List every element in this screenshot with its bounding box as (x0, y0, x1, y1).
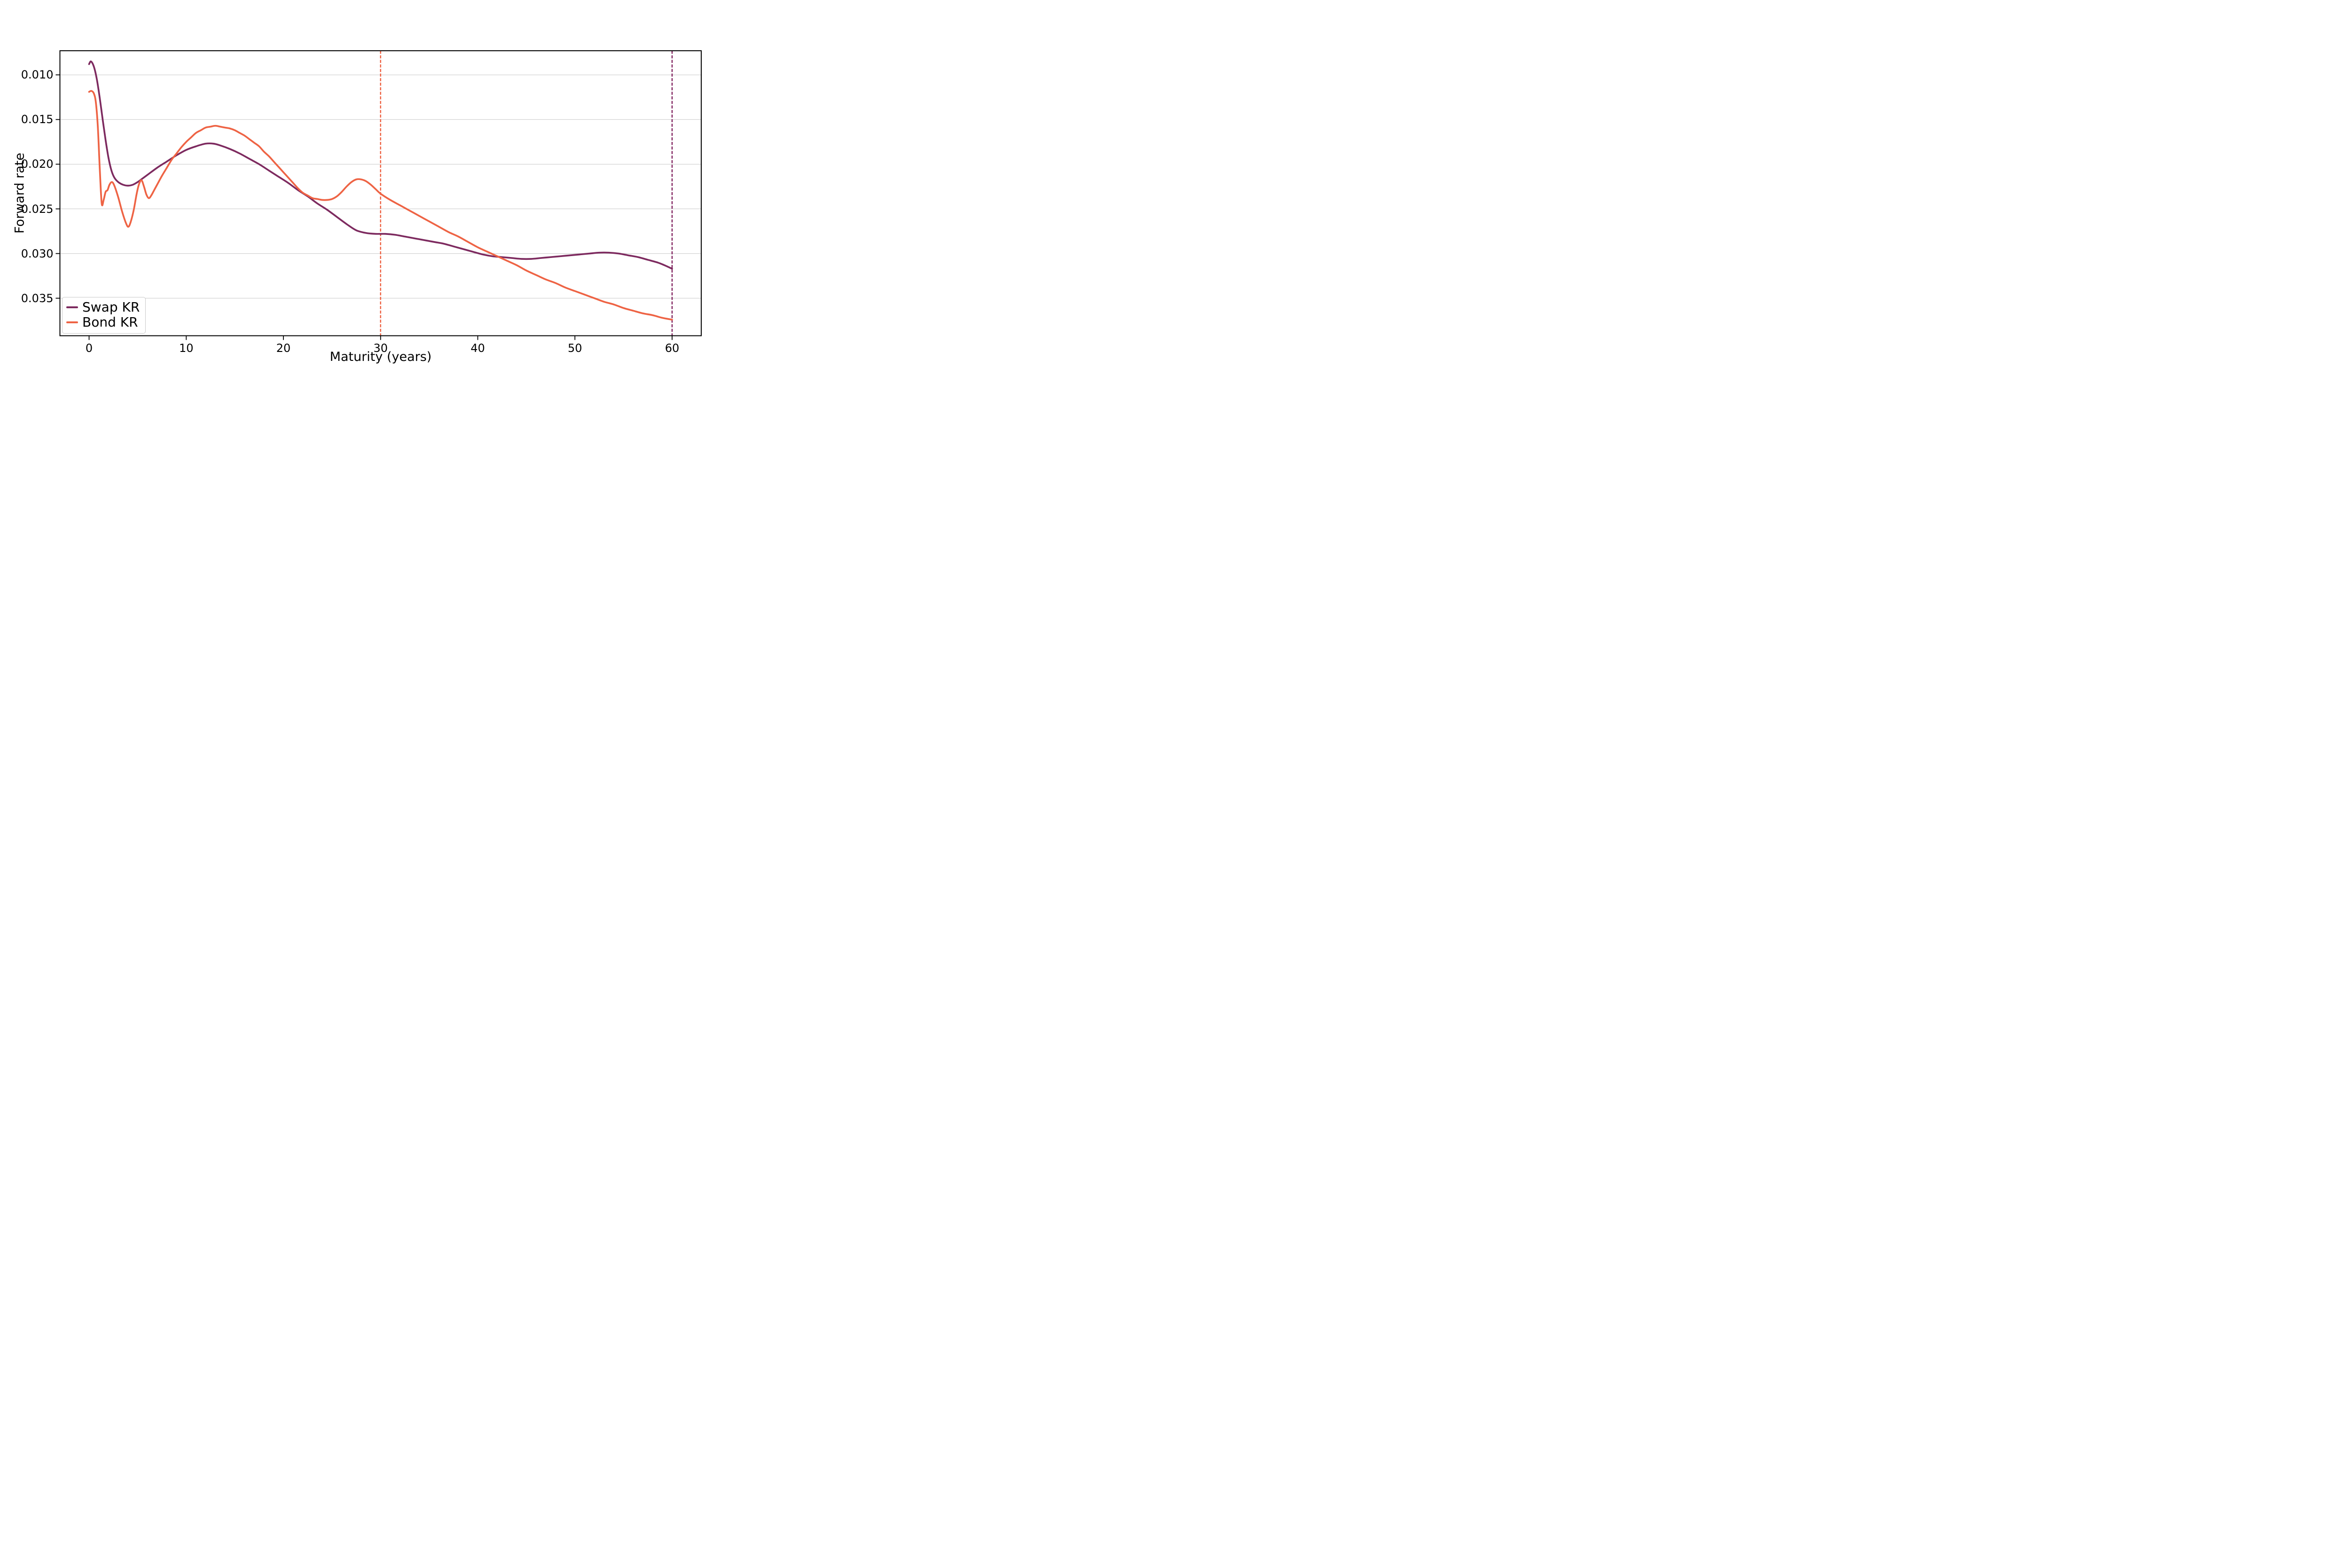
plot-area-svg (55, 50, 702, 340)
legend-label-bond-kr: Bond KR (82, 314, 138, 330)
x-tick-label: 50 (567, 341, 582, 355)
x-tick-label: 40 (470, 341, 485, 355)
x-tick-label: 10 (179, 341, 194, 355)
bond-kr-line-swatch (66, 321, 78, 324)
legend-label-swap-kr: Swap KR (82, 299, 140, 315)
legend-item-bond-kr: Bond KR (66, 315, 141, 330)
y-tick-label: 0.035 (21, 291, 54, 305)
y-tick-label: 0.025 (21, 202, 54, 216)
x-tick-label: 0 (85, 341, 93, 355)
legend-item-swap-kr: Swap KR (66, 300, 141, 315)
figure: Forward rate Maturity (years) 0.035 0.03… (0, 0, 752, 392)
y-tick-label: 0.020 (21, 157, 54, 171)
y-tick-label: 0.010 (21, 68, 54, 82)
y-tick-label: 0.015 (21, 113, 54, 126)
x-tick-label: 60 (665, 341, 680, 355)
y-tick-label: 0.030 (21, 247, 54, 260)
swap-kr-line-swatch (66, 306, 78, 309)
x-tick-label: 30 (373, 341, 388, 355)
legend: Swap KR Bond KR (62, 297, 146, 334)
x-axis-label: Maturity (years) (329, 350, 432, 364)
x-tick-label: 20 (276, 341, 291, 355)
